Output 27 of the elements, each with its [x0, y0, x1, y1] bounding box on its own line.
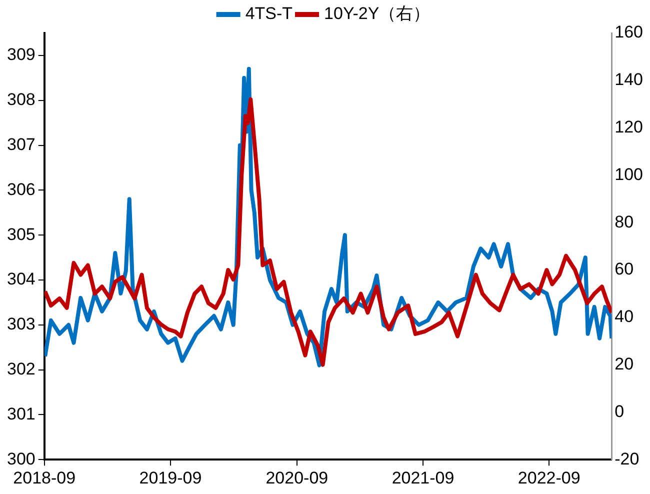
y-tick-label: 303: [6, 314, 36, 334]
y2-tick-label: 20: [614, 354, 634, 374]
y-tick-label: 304: [6, 270, 36, 289]
y-tick-label: 300: [6, 449, 36, 468]
y-tick-label: 307: [6, 134, 36, 154]
y2-tick-label: 60: [614, 260, 634, 279]
x-tick-label: 2021-09: [392, 468, 454, 488]
y-tick-label: 302: [6, 359, 36, 378]
y2-tick-label: 120: [614, 117, 644, 136]
y2-tick-label: 0: [614, 402, 624, 421]
y-tick-label: 301: [6, 404, 36, 424]
y2-tick-label: 160: [614, 22, 644, 42]
legend-label: 10Y-2Y（右）: [324, 4, 430, 24]
x-tick-label: 2019-09: [139, 468, 202, 488]
y2-tick-label: 140: [614, 70, 644, 90]
y2-tick-label: 40: [614, 307, 634, 326]
y-tick-label: 306: [6, 180, 36, 199]
y2-tick-label: 100: [614, 164, 644, 184]
legend-label: 4TS-T: [245, 4, 293, 24]
y-tick-label: 309: [6, 45, 36, 64]
y-tick-label: 305: [6, 224, 36, 244]
y2-tick-label: 80: [614, 212, 634, 232]
x-tick-label: 2018-09: [13, 468, 76, 488]
y2-tick-label: -20: [614, 449, 640, 468]
x-tick-label: 2022-09: [518, 468, 580, 488]
x-tick-label: 2020-09: [266, 468, 328, 488]
y-tick-label: 308: [6, 90, 36, 110]
